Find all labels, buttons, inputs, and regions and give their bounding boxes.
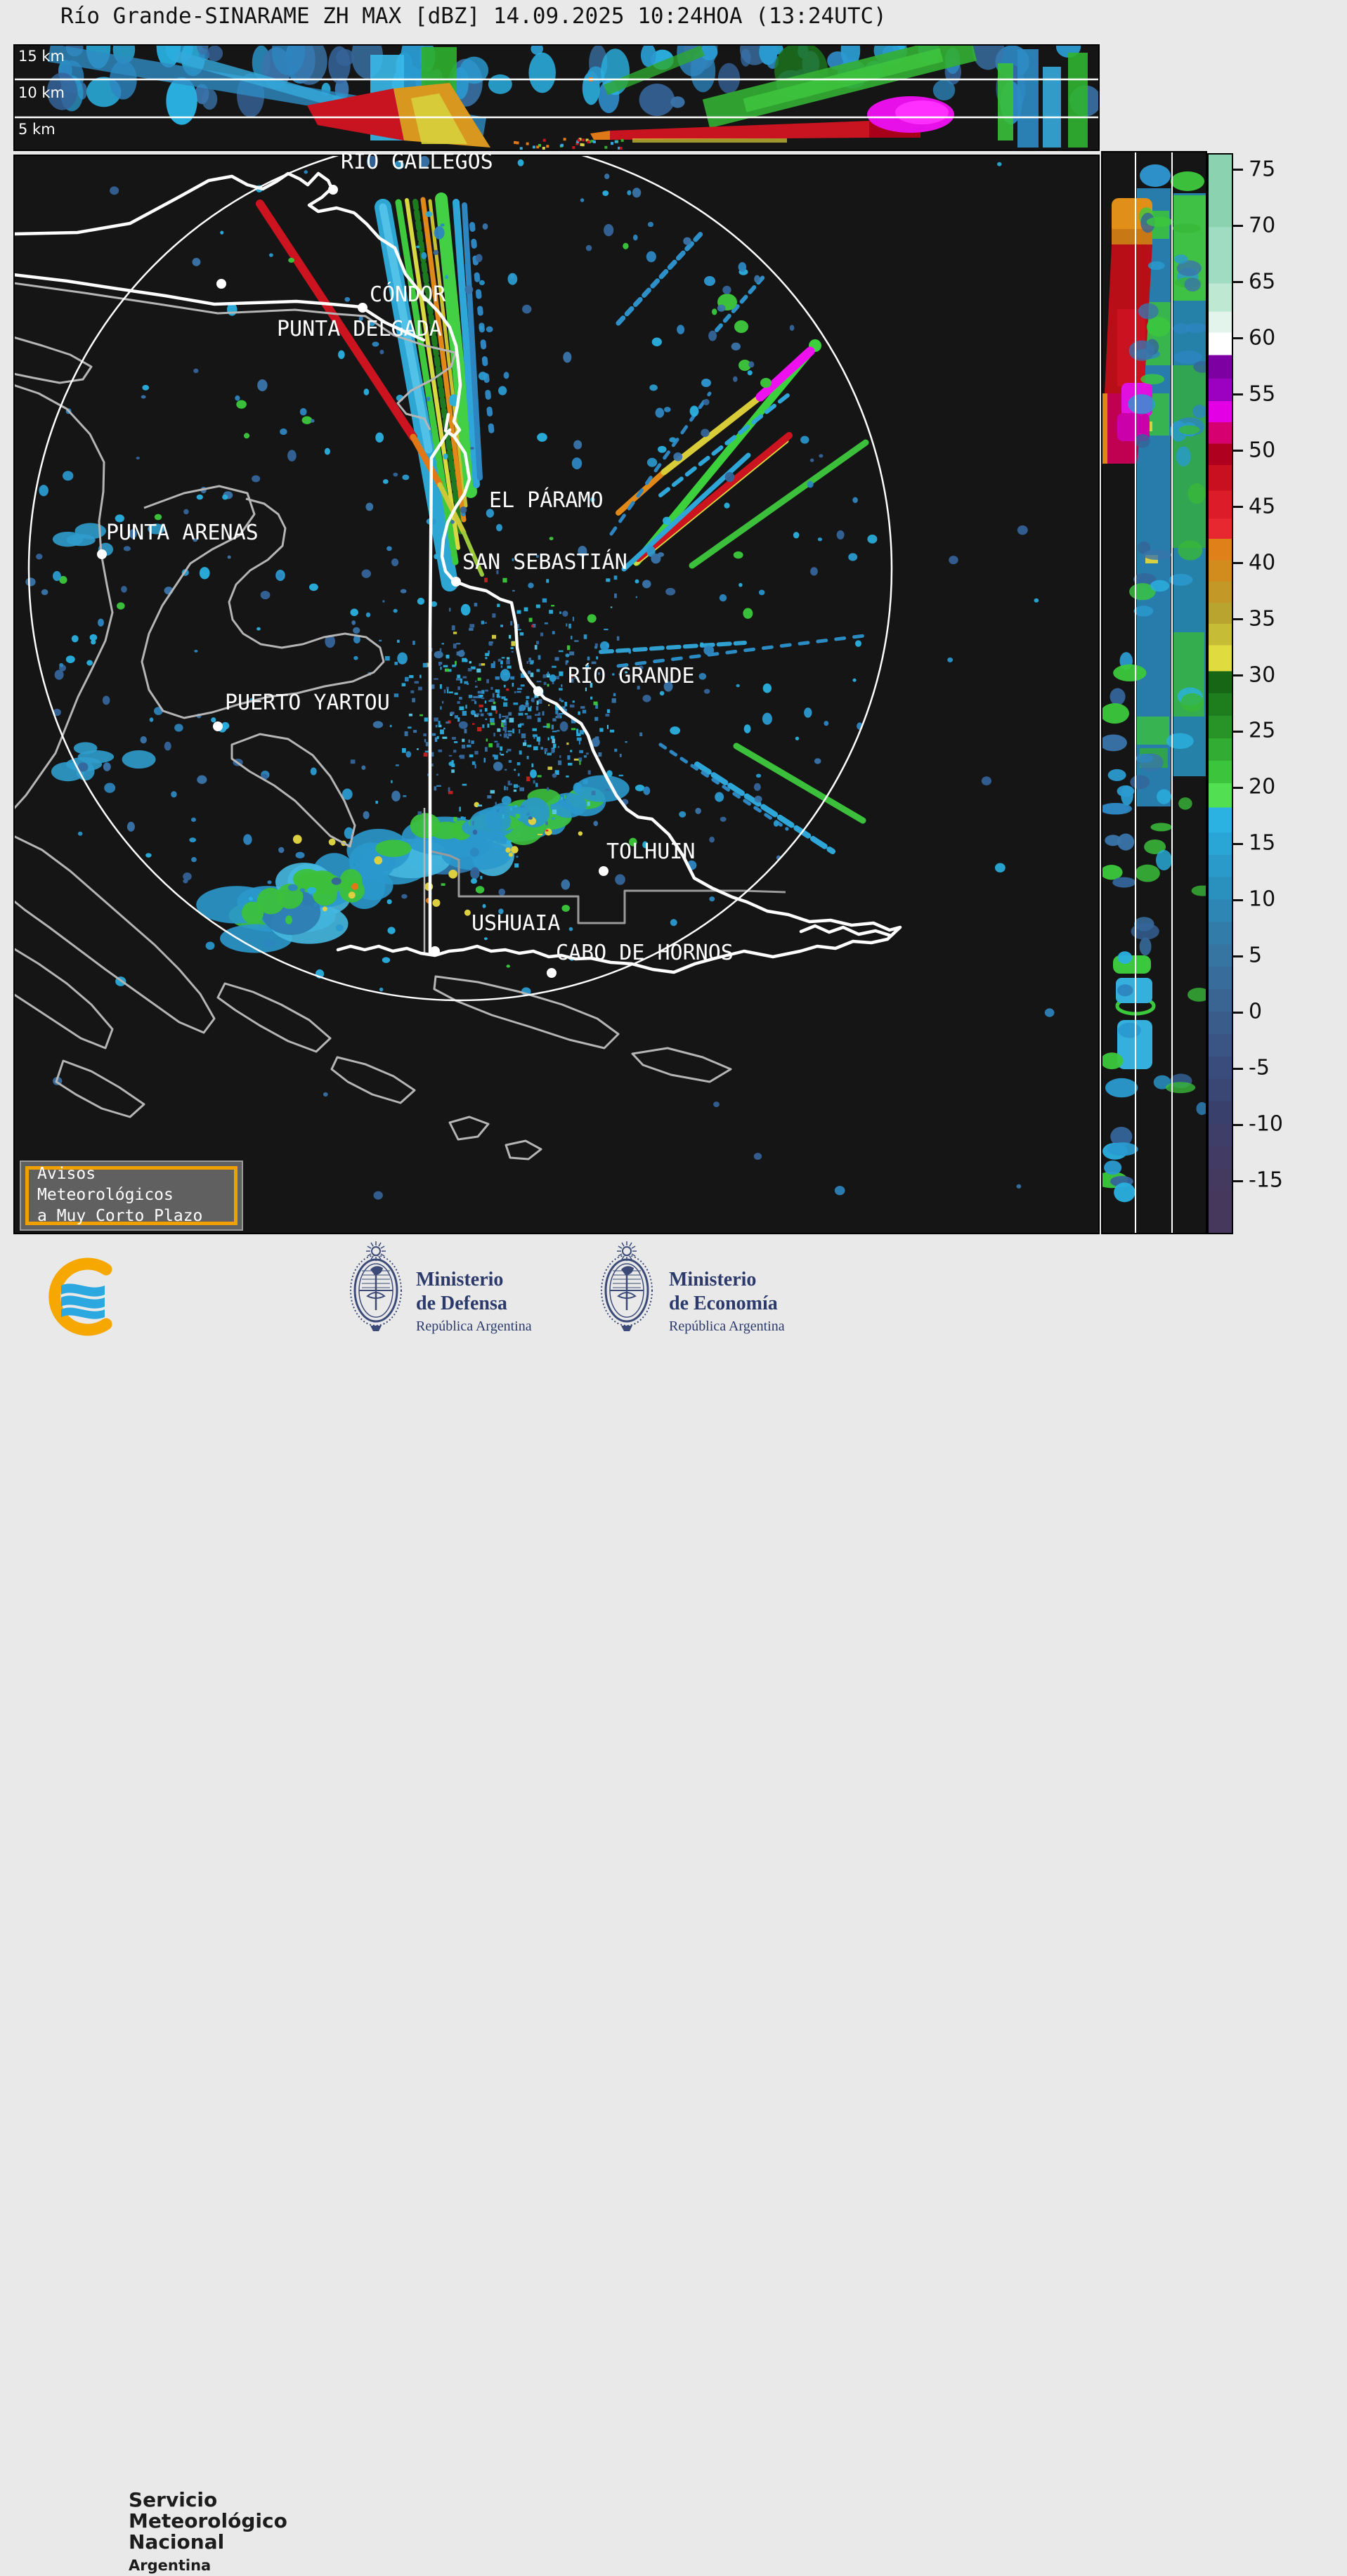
- colorbar-tick-label-5: 5: [1249, 943, 1263, 968]
- colorbar-tick-mark: [1233, 898, 1243, 901]
- economia-sub: República Argentina: [669, 1319, 785, 1334]
- colorbar-tick-label-20: 20: [1249, 774, 1276, 799]
- town-dot-c-ndor: [358, 303, 367, 313]
- smn-line-1: Servicio: [129, 2488, 218, 2511]
- defensa-line-2: de Defensa: [416, 1293, 507, 1314]
- defensa-sub: República Argentina: [416, 1319, 532, 1334]
- colorbar-tick-label-60: 60: [1249, 325, 1276, 351]
- footer: Servicio Meteorológico Nacional Argentin…: [0, 1234, 1347, 2574]
- right-cross-section-graphic: [1102, 152, 1206, 1233]
- town-dot-cabo-de-hornos: [547, 968, 557, 978]
- smn-line-3: Nacional: [129, 2530, 225, 2554]
- map-label-rio-gallegos: RIO GALLEGOS: [341, 150, 493, 174]
- map-label-san-sebasti-n: SAN SEBASTIÁN: [462, 550, 627, 575]
- northeast-beam-fan: [609, 229, 869, 572]
- colorbar-tick-label-30: 30: [1249, 662, 1276, 687]
- smn-logo-icon: [48, 1257, 112, 1336]
- alert-line-1: Avisos Meteorológicos: [37, 1165, 174, 1205]
- economia-line-1: Ministerio: [669, 1269, 757, 1290]
- colorbar-tick-label-45: 45: [1249, 494, 1276, 519]
- town-dot-san-sebasti-n: [451, 577, 461, 587]
- height-label-10km-top: 10 km: [18, 84, 65, 101]
- economia-wordmark: Ministerio de Economía República Argenti…: [669, 1268, 785, 1335]
- colorbar-tick-label--5: -5: [1249, 1055, 1270, 1080]
- top-cross-section-panel: 15 km 10 km 5 km: [13, 44, 1100, 151]
- map-label-r-o-grande: RÍO GRANDE: [568, 664, 695, 688]
- town-dot-ushuaia: [430, 946, 440, 956]
- colorbar-tick-mark: [1233, 225, 1243, 228]
- main-radar-map-panel: RIO GALLEGOS CÓNDOR PUNTA DELGADA EL PÁRAMO…: [13, 150, 1100, 1234]
- colorbar-tick-mark: [1233, 506, 1243, 509]
- colorbar-tick-mark: [1233, 786, 1243, 789]
- east-streaks: [599, 634, 866, 854]
- map-label-punta-delgada: PUNTA DELGADA: [277, 317, 442, 341]
- map-label-c-ndor: CÓNDOR: [370, 282, 446, 307]
- colorbar-tick-label-65: 65: [1249, 269, 1276, 294]
- radar-screenshot-page: { "title": "Río Grande-SINARAME ZH MAX […: [0, 4, 1347, 2574]
- height-label-15km-top: 15 km: [18, 48, 65, 65]
- colorbar-tick-mark: [1233, 674, 1243, 677]
- town-dot-punta-arenas: [97, 549, 107, 559]
- colorbar-tick-mark: [1233, 393, 1243, 396]
- town-dot-puerto-yartou: [213, 721, 223, 731]
- colorbar-tick-mark: [1233, 169, 1243, 171]
- colorbar-tick-mark: [1233, 1011, 1243, 1014]
- top-cross-section-graphic: [15, 46, 1098, 150]
- colorbar-tick-mark: [1233, 1123, 1243, 1126]
- map-label-tolhuin: TOLHUIN: [606, 839, 696, 864]
- map-label-punta-arenas: PUNTA ARENAS: [106, 521, 259, 545]
- alert-box-border: Avisos Meteorológicos a Muy Corto Plazo: [25, 1165, 237, 1225]
- colorbar-tick-label-75: 75: [1249, 157, 1276, 182]
- defensa-line-1: Ministerio: [416, 1269, 504, 1290]
- gray-coastlines: [15, 282, 786, 1160]
- colorbar-tick-label-40: 40: [1249, 550, 1276, 575]
- economia-line-2: de Economía: [669, 1293, 778, 1314]
- town-dot-tolhuin: [599, 866, 609, 876]
- white-coastlines: [15, 171, 902, 974]
- colorbar-tick-mark: [1233, 450, 1243, 452]
- northwest-beam: [256, 200, 484, 577]
- colorbar-tick-label--10: -10: [1249, 1111, 1283, 1137]
- defensa-coat-of-arms-icon: [350, 1241, 402, 1331]
- colorbar-tick-mark: [1233, 842, 1243, 845]
- colorbar-tick-label--15: -15: [1249, 1168, 1283, 1193]
- town-dot-punta-delgada: [216, 279, 226, 289]
- map-label-el-p-ramo: EL PÁRAMO: [489, 488, 604, 513]
- colorbar-tick-mark: [1233, 730, 1243, 733]
- alert-line-2: a Muy Corto Plazo: [37, 1206, 203, 1225]
- map-label-puerto-yartou: PUERTO YARTOU: [225, 691, 390, 715]
- defensa-wordmark: Ministerio de Defensa República Argentin…: [416, 1268, 532, 1335]
- alert-box: Avisos Meteorológicos a Muy Corto Plazo: [20, 1160, 243, 1231]
- colorbar-tick-label-50: 50: [1249, 438, 1276, 463]
- colorbar-tick-label-0: 0: [1249, 999, 1263, 1024]
- colorbar-tick-mark: [1233, 281, 1243, 284]
- reflectivity-colorbar: [1207, 153, 1233, 1234]
- smn-wordmark: Servicio Meteorológico Nacional Argentin…: [129, 2490, 287, 2576]
- range-ring: [27, 156, 893, 1002]
- colorbar-tick-mark: [1233, 1067, 1243, 1070]
- height-label-5km-top: 5 km: [18, 121, 56, 138]
- map-label-cabo-de-hornos: CABO DE HORNOS: [556, 941, 734, 965]
- colorbar-tick-label-70: 70: [1249, 213, 1276, 238]
- colorbar-tick-label-10: 10: [1249, 887, 1276, 912]
- colorbar-tick-mark: [1233, 618, 1243, 621]
- colorbar-tick-mark: [1233, 562, 1243, 565]
- economia-coat-of-arms-icon: [601, 1241, 653, 1331]
- map-label-ushuaia: USHUAIA: [471, 911, 561, 936]
- colorbar-tick-label-55: 55: [1249, 381, 1276, 407]
- town-dot-r-o-grande: [533, 686, 543, 696]
- colorbar-tick-label-25: 25: [1249, 718, 1276, 743]
- colorbar-tick-mark: [1233, 955, 1243, 957]
- town-dot-rio-gallegos: [328, 185, 338, 195]
- page-title: Río Grande-SINARAME ZH MAX [dBZ] 14.09.2…: [60, 4, 887, 29]
- colorbar-tick-mark: [1233, 1179, 1243, 1182]
- colorbar-tick-mark: [1233, 337, 1243, 340]
- smn-line-2: Meteorológico: [129, 2509, 287, 2532]
- colorbar-tick-label-15: 15: [1249, 830, 1276, 856]
- right-cross-section-panel: 5 km 10 km 15 km: [1101, 151, 1207, 1234]
- radar-map-graphic: [15, 156, 1055, 1217]
- colorbar-tick-label-35: 35: [1249, 606, 1276, 632]
- smn-sub: Argentina: [129, 2557, 212, 2574]
